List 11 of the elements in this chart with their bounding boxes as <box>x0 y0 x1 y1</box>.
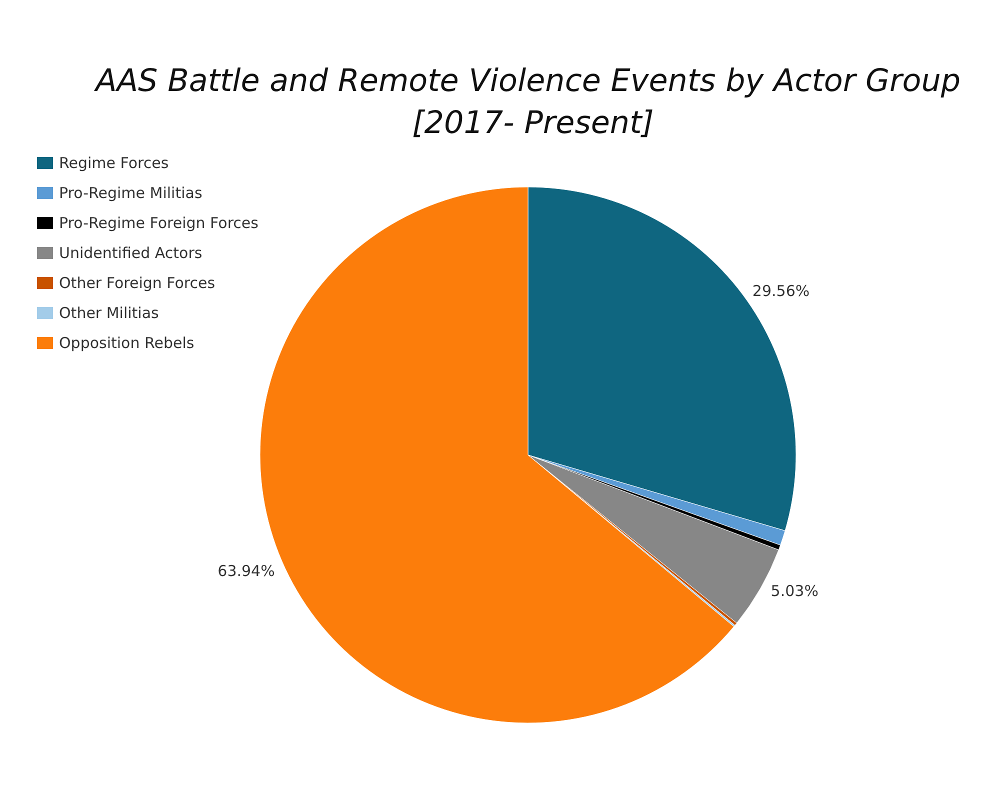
legend-label: Pro-Regime Militias <box>59 184 202 202</box>
data-label: 29.56% <box>752 282 810 300</box>
legend-label: Opposition Rebels <box>59 334 194 352</box>
legend-label: Other Militias <box>59 304 160 322</box>
legend-label: Regime Forces <box>59 154 169 172</box>
legend-label: Other Foreign Forces <box>59 274 216 292</box>
legend-label: Pro-Regime Foreign Forces <box>59 214 259 232</box>
data-label: 63.94% <box>218 562 275 580</box>
legend-label: Unidentified Actors <box>59 244 202 262</box>
chart-title: AAS Battle and Remote Violence Events by Actor Group [2017- Present] <box>94 63 970 141</box>
data-label: 5.03% <box>770 582 818 600</box>
